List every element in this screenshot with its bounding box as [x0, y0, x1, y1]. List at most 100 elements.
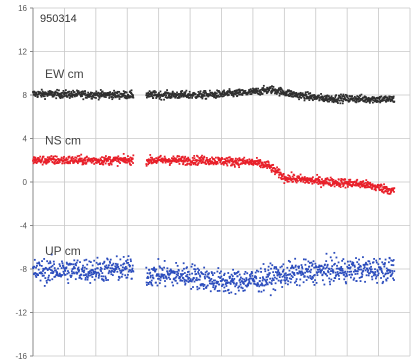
- data-point: [202, 91, 205, 94]
- data-point: [147, 158, 150, 161]
- data-point: [255, 275, 257, 278]
- data-point: [198, 287, 201, 290]
- data-point: [50, 155, 53, 157]
- data-point: [383, 183, 385, 186]
- data-point: [34, 158, 37, 161]
- data-point: [344, 178, 347, 181]
- data-point: [55, 94, 58, 97]
- data-point: [386, 97, 389, 100]
- data-point: [112, 94, 115, 97]
- data-point: [181, 90, 184, 92]
- data-point: [104, 275, 107, 278]
- data-point: [287, 93, 290, 96]
- data-point: [384, 258, 387, 261]
- data-point: [357, 98, 360, 101]
- data-point: [59, 97, 62, 100]
- data-point: [221, 283, 224, 286]
- data-point: [159, 279, 162, 282]
- data-point: [63, 272, 65, 275]
- data-point: [111, 91, 114, 94]
- data-point: [81, 159, 84, 162]
- data-point: [327, 270, 329, 272]
- data-point: [39, 155, 42, 158]
- data-point: [76, 272, 78, 275]
- data-point: [114, 156, 116, 159]
- data-point: [279, 173, 281, 176]
- data-point: [42, 155, 45, 158]
- data-point: [68, 262, 71, 265]
- data-point: [50, 94, 53, 96]
- data-point: [254, 88, 256, 90]
- data-point: [102, 278, 105, 281]
- y-tick-label: 16: [18, 4, 27, 13]
- data-point: [277, 269, 280, 272]
- data-point: [241, 160, 244, 162]
- data-point: [81, 95, 84, 97]
- data-point: [155, 95, 158, 98]
- data-point: [384, 99, 386, 102]
- data-point: [259, 160, 262, 163]
- data-point: [281, 275, 284, 278]
- data-point: [373, 97, 376, 100]
- data-point: [67, 156, 70, 159]
- data-point: [191, 272, 193, 275]
- data-point: [75, 157, 78, 159]
- data-point: [80, 277, 83, 280]
- data-point: [80, 153, 83, 156]
- data-point: [80, 92, 83, 95]
- data-point: [129, 95, 132, 98]
- data-point: [346, 185, 349, 188]
- data-point: [122, 269, 125, 272]
- data-point: [369, 262, 372, 265]
- data-point: [187, 156, 190, 159]
- data-point: [72, 267, 75, 270]
- data-point: [234, 272, 237, 275]
- data-point: [95, 271, 98, 274]
- data-point: [291, 276, 294, 278]
- data-point: [239, 278, 241, 281]
- data-point: [225, 162, 228, 165]
- data-point: [299, 92, 302, 95]
- data-point: [223, 89, 225, 92]
- data-point: [304, 94, 306, 97]
- data-point: [356, 97, 359, 100]
- data-point: [319, 265, 322, 268]
- data-point: [85, 162, 88, 165]
- data-point: [209, 279, 212, 281]
- data-point: [97, 271, 100, 274]
- data-point: [128, 269, 131, 271]
- data-point: [60, 274, 63, 277]
- data-point: [171, 271, 174, 274]
- data-point: [315, 178, 318, 180]
- data-point: [266, 88, 269, 91]
- data-point: [289, 177, 291, 180]
- data-point: [45, 162, 48, 165]
- y-tick-label: 12: [18, 48, 27, 57]
- data-point: [235, 89, 238, 92]
- data-point: [390, 264, 393, 266]
- data-point: [46, 95, 49, 97]
- data-point: [286, 274, 289, 276]
- data-point: [325, 97, 328, 100]
- data-point: [202, 283, 204, 286]
- data-point: [241, 89, 244, 92]
- data-point: [321, 99, 324, 101]
- data-point: [386, 277, 389, 280]
- data-point: [287, 180, 290, 183]
- data-point: [109, 156, 112, 159]
- data-point: [260, 91, 262, 94]
- data-point: [111, 269, 113, 272]
- data-point: [367, 274, 370, 277]
- data-point: [126, 276, 129, 279]
- data-point: [237, 162, 239, 165]
- data-point: [130, 92, 133, 94]
- data-point: [211, 95, 214, 98]
- data-point: [215, 95, 218, 98]
- data-point: [234, 285, 237, 288]
- data-point: [129, 159, 132, 162]
- data-point: [32, 162, 35, 165]
- data-point: [360, 268, 363, 271]
- data-point: [183, 160, 186, 163]
- data-point: [152, 269, 155, 271]
- data-point: [269, 86, 272, 88]
